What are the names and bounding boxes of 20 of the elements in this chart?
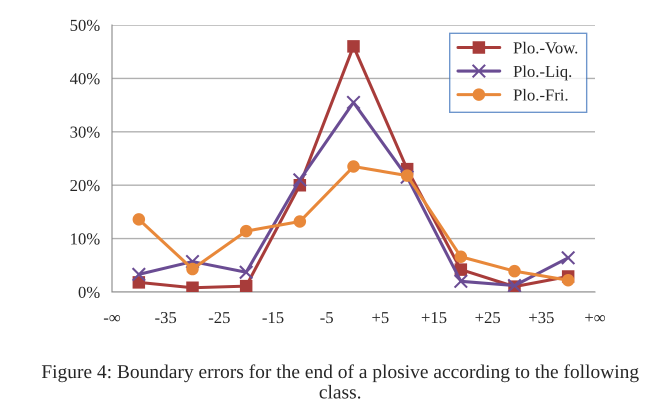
x-tick-label: -∞ [104,315,120,322]
y-tick-label: 0% [78,286,100,298]
x-tick-label: +35 [529,312,554,324]
x-tick-label: -35 [155,312,176,324]
x-tick-label: -25 [208,312,230,324]
x-tick-label: +5 [372,312,389,324]
x-tick-label: +25 [475,312,500,324]
legend-label: Plo.-Vow. [514,42,578,54]
x-tick-label: +15 [422,312,446,324]
y-tick-label: 50% [70,20,100,31]
y-tick-label: 20% [70,180,100,192]
legend-label: Plo.-Liq. [514,65,572,80]
x-tick-label: -5 [320,312,333,324]
y-tick-label: 40% [70,73,100,84]
caption: Figure 4: Boundary errors for the end of a plosive according to the following class. [42,364,639,399]
y-tick-label: 10% [71,233,100,245]
x-tick-label: +∞ [585,314,606,322]
y-tick-label: 30% [70,126,100,138]
x-tick-label: -15 [262,312,284,324]
legend-label: Plo.-Fri. [514,88,568,101]
